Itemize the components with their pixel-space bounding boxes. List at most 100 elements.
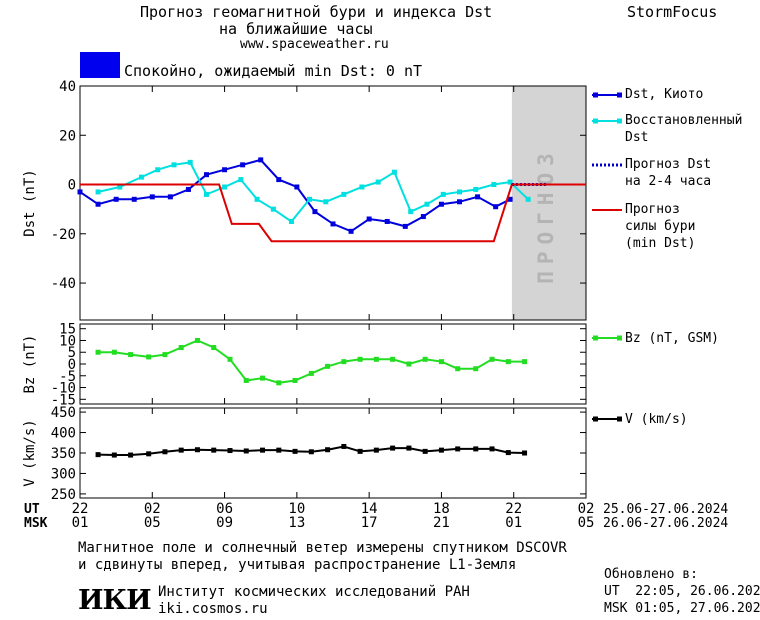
- x-tick-label-msk: 05: [144, 515, 161, 531]
- y-tick-label-v: 450: [51, 405, 76, 421]
- data-point-dst-1: [222, 184, 228, 190]
- legend-bz: Bz (nT, GSM): [625, 331, 719, 346]
- data-point-dst-0: [77, 189, 83, 195]
- x-tick-label-msk: 01: [72, 515, 89, 531]
- y-axis-label-dst: Dst (nT): [22, 169, 38, 236]
- x-tick-label-msk: 09: [216, 515, 233, 531]
- data-point-dst-0: [185, 186, 191, 192]
- x-tick-label-msk: 13: [288, 515, 305, 531]
- y-tick-label-dst: 40: [59, 79, 76, 95]
- x-tick-label-msk: 01: [505, 515, 522, 531]
- data-point-dst-0: [149, 194, 155, 200]
- y-tick-label-bz: -15: [51, 392, 76, 408]
- data-point-bz-0: [373, 356, 379, 362]
- data-point-bz-0: [292, 377, 298, 383]
- data-point-dst-0: [258, 157, 264, 163]
- data-point-dst-1: [95, 189, 101, 195]
- data-point-bz-0: [489, 356, 495, 362]
- data-point-dst-0: [457, 199, 462, 205]
- data-point-dst-1: [408, 209, 414, 215]
- y-tick-label-dst: -40: [51, 276, 76, 292]
- data-point-dst-1: [375, 179, 381, 185]
- data-point-v-0: [95, 452, 101, 458]
- data-point-dst-1: [424, 201, 430, 207]
- y-tick-label-v: 250: [51, 487, 76, 503]
- forecast-band-label: ПРОГНОЗ: [534, 146, 558, 284]
- data-point-dst-0: [294, 184, 300, 190]
- panel-frame-dst: [79, 85, 587, 321]
- data-point-bz-0: [522, 359, 528, 365]
- y-tick-label-v: 300: [51, 466, 76, 482]
- data-point-bz-0: [390, 356, 396, 362]
- data-point-v-0: [438, 447, 444, 453]
- data-point-bz-0: [111, 349, 117, 355]
- data-point-bz-0: [276, 380, 282, 386]
- updated-label: Обновлено в:: [604, 567, 698, 582]
- data-point-v-0: [162, 449, 168, 455]
- x-tick-label-msk: 05: [578, 515, 595, 531]
- data-point-bz-0: [308, 370, 314, 376]
- data-point-v-0: [341, 443, 347, 449]
- data-point-dst-0: [204, 172, 209, 178]
- data-point-v-0: [325, 447, 331, 453]
- data-point-bz-0: [211, 345, 217, 351]
- data-point-dst-1: [238, 177, 244, 183]
- x-tick-label-msk: 17: [361, 515, 378, 531]
- data-point-dst-0: [222, 167, 228, 173]
- forecast-band: [511, 86, 586, 320]
- data-point-v-0: [373, 447, 379, 453]
- data-point-bz-0: [473, 366, 479, 372]
- legend-forecast-dst-2: на 2-4 часа: [625, 174, 712, 189]
- y-axis-label-v: V (km/s): [22, 419, 38, 486]
- chart-subtitle: на ближайшие часы: [219, 20, 373, 38]
- data-point-bz-0: [128, 352, 134, 358]
- data-point-v-0: [522, 450, 528, 456]
- legend-dst-kyoto: Dst, Киото: [625, 87, 704, 102]
- x-tick-label-msk: 21: [433, 515, 450, 531]
- data-point-dst-1: [507, 179, 513, 185]
- legend-swatch-v-marker: [593, 416, 598, 422]
- data-point-bz-0: [243, 377, 249, 383]
- y-tick-label-bz: -5: [59, 369, 76, 385]
- data-point-dst-1: [171, 162, 177, 168]
- data-point-v-0: [243, 448, 249, 454]
- data-point-dst-1: [138, 174, 144, 180]
- data-point-dst-0: [330, 221, 336, 227]
- y-tick-label-bz: 5: [68, 345, 76, 361]
- data-point-dst-0: [366, 216, 372, 222]
- data-point-bz-0: [422, 356, 428, 362]
- data-point-v-0: [455, 446, 461, 452]
- x-tick-label-ut: 02: [144, 501, 161, 517]
- data-point-dst-0: [493, 204, 499, 210]
- data-point-bz-0: [194, 337, 200, 343]
- data-point-dst-1: [155, 167, 161, 173]
- legend-swatch-bz-marker: [617, 335, 622, 341]
- data-point-dst-1: [270, 206, 276, 212]
- data-point-bz-0: [341, 359, 347, 365]
- data-point-dst-1: [187, 159, 193, 165]
- data-point-v-0: [489, 446, 495, 452]
- data-point-bz-0: [146, 354, 152, 360]
- y-tick-label-bz: -10: [51, 381, 76, 397]
- y-tick-label-v: 400: [51, 426, 76, 442]
- legend-swatch-dst-kyoto-marker: [617, 92, 622, 98]
- series-line-dst-3: [80, 183, 586, 243]
- data-point-dst-1: [359, 184, 365, 190]
- note-line-2: и сдвинуты вперед, учитывая распростране…: [78, 557, 517, 573]
- data-point-bz-0: [227, 356, 233, 362]
- data-point-dst-1: [288, 218, 294, 224]
- msk-date-range: 26.06-27.06.2024: [603, 516, 729, 531]
- data-point-dst-0: [420, 214, 426, 220]
- legend-swatch-v-marker: [617, 416, 622, 422]
- note-line-1: Магнитное поле и солнечный ветер измерен…: [78, 540, 567, 556]
- brand-name: StormFocus: [627, 3, 718, 21]
- data-point-bz-0: [438, 359, 444, 365]
- data-point-bz-0: [178, 345, 184, 351]
- data-point-v-0: [111, 452, 117, 458]
- legend-restored-1: Восстановленный: [625, 113, 743, 128]
- legend-v: V (km/s): [625, 412, 688, 427]
- org-name: Институт космических исследований РАН: [158, 584, 470, 600]
- msk-label: MSK: [24, 516, 48, 531]
- data-point-v-0: [308, 449, 314, 455]
- data-point-dst-1: [341, 191, 347, 197]
